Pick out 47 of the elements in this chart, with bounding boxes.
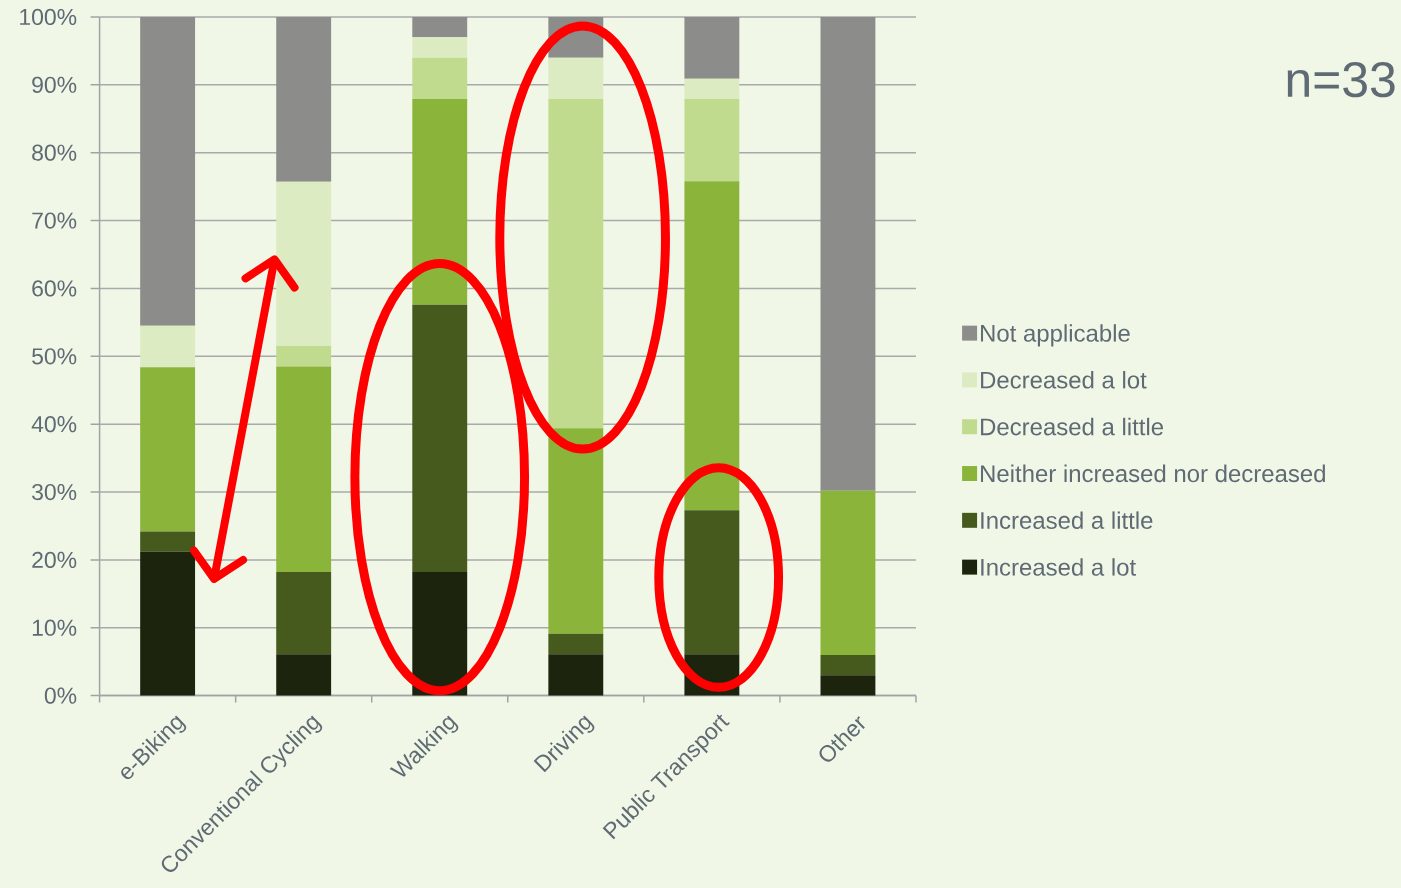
bar (548, 98, 604, 429)
y-tick-label: 30% (32, 483, 77, 501)
legend-label: Increased a little (981, 511, 1153, 529)
bar (412, 57, 468, 99)
legend-label: Not applicable (981, 324, 1130, 347)
legend-label: Increased a lot (981, 558, 1136, 576)
bar (548, 633, 604, 655)
bar (140, 367, 196, 532)
bar (820, 675, 876, 696)
bar (412, 98, 468, 305)
bar (412, 304, 468, 572)
y-tick-label: 50% (32, 348, 77, 365)
bar (140, 325, 196, 368)
bar (140, 16, 196, 326)
bar (276, 346, 332, 367)
bar (276, 654, 332, 696)
legend-label: Neither increased nor decreased (981, 464, 1325, 483)
bar (140, 531, 196, 552)
bar (276, 181, 332, 346)
bar (684, 510, 740, 655)
bar (684, 16, 740, 79)
bar (140, 551, 196, 696)
bar (412, 37, 468, 58)
y-tick-label: 100% (20, 8, 77, 25)
bar (276, 571, 332, 655)
y-tick-label: 90% (32, 76, 77, 93)
y-tick-label: 0% (44, 687, 77, 704)
y-tick-label: 70% (32, 212, 77, 229)
bar (276, 16, 332, 182)
bar (820, 16, 876, 491)
bar (412, 16, 468, 38)
bar (684, 78, 740, 99)
bar (548, 57, 604, 99)
y-tick-label: 10% (32, 619, 77, 636)
y-tick-label: 60% (32, 280, 77, 297)
text: n=33 (1287, 61, 1395, 98)
bar (684, 98, 740, 182)
bar (820, 490, 876, 655)
bar (412, 571, 468, 696)
y-tick-label: 40% (31, 415, 77, 433)
legend-label: Decreased a little (981, 417, 1164, 436)
y-tick-label: 20% (32, 551, 77, 568)
bar (548, 428, 604, 634)
bar (548, 654, 604, 696)
legend-label: Decreased a lot (981, 370, 1147, 389)
y-tick-label: 80% (32, 144, 77, 161)
bar (820, 654, 876, 676)
